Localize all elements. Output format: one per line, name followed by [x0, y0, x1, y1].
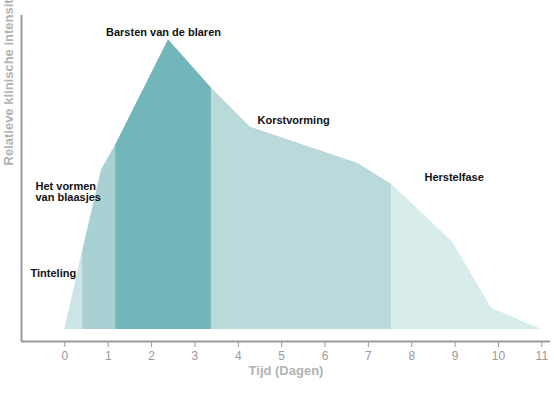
svg-text:2: 2	[148, 349, 155, 363]
svg-text:9: 9	[452, 349, 459, 363]
svg-text:11: 11	[536, 349, 549, 363]
svg-text:4: 4	[235, 349, 242, 363]
svg-text:3: 3	[192, 349, 199, 363]
svg-text:Tinteling: Tinteling	[31, 267, 77, 279]
svg-text:6: 6	[322, 349, 329, 363]
svg-text:Korstvorming: Korstvorming	[258, 114, 330, 126]
svg-text:8: 8	[408, 349, 415, 363]
svg-text:10: 10	[492, 349, 506, 363]
svg-text:Tijd (Dagen): Tijd (Dagen)	[249, 363, 324, 378]
svg-text:1: 1	[105, 349, 112, 363]
svg-text:Relatieve klinische intensitei: Relatieve klinische intensiteit	[1, 0, 16, 166]
svg-text:Barsten van de blaren: Barsten van de blaren	[106, 26, 221, 38]
svg-text:Herstelfase: Herstelfase	[425, 171, 484, 183]
svg-text:Het vormenvan blaasjes: Het vormenvan blaasjes	[36, 180, 101, 203]
svg-text:7: 7	[365, 349, 372, 363]
svg-text:5: 5	[278, 349, 285, 363]
svg-text:0: 0	[62, 349, 69, 363]
